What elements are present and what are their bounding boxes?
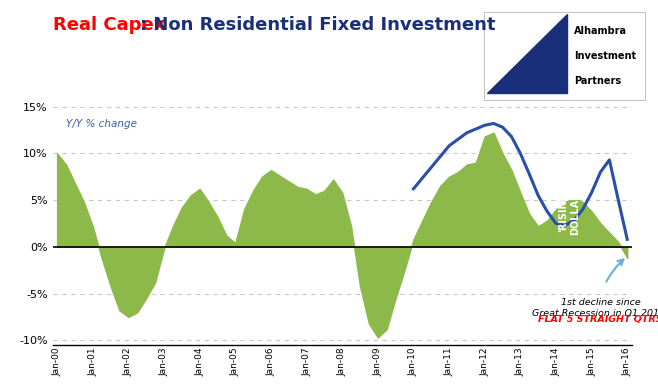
Text: Y/Y % change: Y/Y % change [66,119,137,129]
Text: Real Capex: Real Capex [53,16,165,34]
Text: Investment: Investment [574,51,636,61]
Text: 'RISING
DOLLAR': 'RISING DOLLAR' [559,188,580,234]
Text: FLAT 5 STRAIGHT QTRS: FLAT 5 STRAIGHT QTRS [538,315,658,324]
Text: 1st decline since
Great Recession in Q1 2016;: 1st decline since Great Recession in Q1 … [532,298,658,318]
Text: Partners: Partners [574,76,621,85]
Text: Alhambra: Alhambra [574,26,627,36]
Text: : Non Residential Fixed Investment: : Non Residential Fixed Investment [140,16,495,34]
Polygon shape [487,15,567,93]
